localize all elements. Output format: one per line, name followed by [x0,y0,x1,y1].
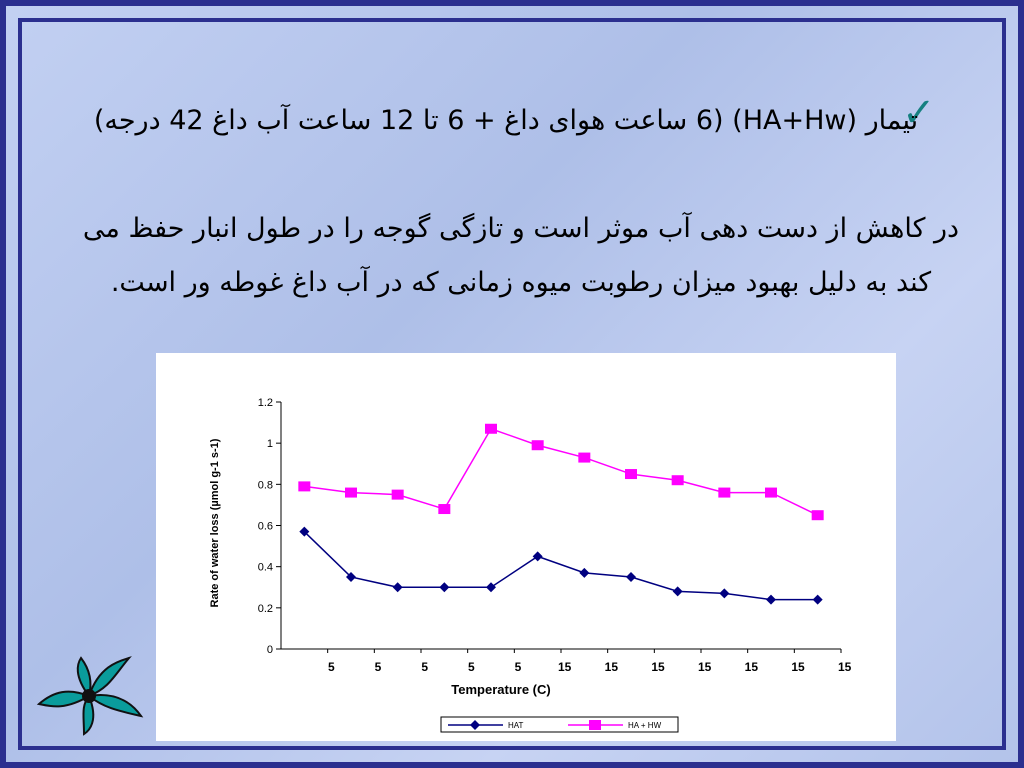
point [765,487,777,498]
point [298,481,311,492]
x-tick-label: 5 [515,660,522,674]
y-tick-label: 0.6 [258,521,273,533]
body-text: در کاهش از دست دهی آب موثر است و تازگی گ… [82,213,960,298]
x-tick-label: 5 [328,660,335,674]
x-tick-label: 15 [791,660,805,674]
x-tick-label: 5 [375,660,382,674]
series-line [304,427,818,516]
x-tick-label: 15 [651,660,665,674]
chart-background [156,353,896,741]
x-tick-label: 5 [421,660,428,674]
point [625,469,637,480]
bullet-check: ✓ [902,90,936,136]
y-tick-label: 0.2 [258,603,273,615]
point [345,487,357,498]
x-axis-label: Temperature (C) [451,682,550,697]
point [438,504,451,515]
point [719,588,730,599]
point [579,567,590,578]
point [578,452,591,463]
point [392,582,403,593]
point [671,475,684,486]
point [766,594,776,605]
point [812,594,823,605]
point [672,586,683,597]
legend-label: HA + HW [628,721,662,730]
chart: Temperature (C) Rate of water loss (µmol… [156,353,896,741]
x-tick-label: 15 [838,660,852,674]
legend-marker [589,720,601,730]
point [346,571,356,582]
y-tick-label: 0 [267,644,273,656]
bullet-text: تیمار (HA+Hw) (6 ساعت هوای داغ + 6 تا 12… [93,105,919,136]
x-tick-label: 15 [745,660,759,674]
point [626,571,636,582]
legend-label: HAT [508,721,524,730]
x-tick-label: 15 [698,660,712,674]
x-tick-label: 15 [558,660,572,674]
point [439,582,450,593]
point [811,510,824,521]
point [299,526,310,537]
point [485,423,497,434]
y-tick-label: 1.2 [258,397,273,409]
point [718,487,731,498]
y-axis-label: Rate of water loss (µmol g-1 s-1) [209,438,221,607]
frame [18,18,1006,750]
point [486,582,496,593]
legend-box [440,716,679,733]
y-tick-label: 0.8 [258,479,273,491]
legend-marker [470,720,480,730]
point [391,489,404,500]
x-tick-label: 15 [605,660,619,674]
y-tick-label: 0.4 [258,562,273,574]
series-line [303,531,818,601]
point [532,551,543,562]
x-tick-label: 5 [468,660,475,674]
y-tick-label: 1 [267,438,273,450]
point [531,440,544,451]
ornament [36,656,144,736]
